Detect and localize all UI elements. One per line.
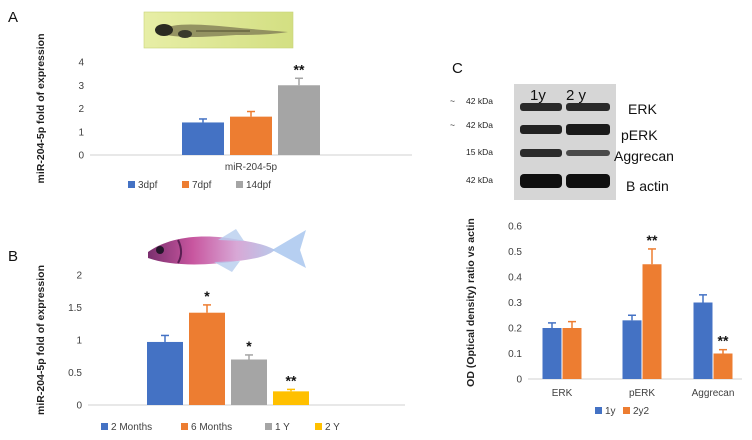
blot-band — [566, 174, 610, 188]
significance-marker: ** — [647, 232, 658, 248]
legend-label: 2 Y — [325, 422, 340, 433]
blot-lane-label: 2 y — [566, 87, 587, 104]
y-tick-label: 1 — [78, 127, 84, 138]
x-tick-label: pERK — [629, 388, 655, 399]
legend-swatch — [265, 423, 272, 430]
y-tick-label: 0.6 — [508, 222, 522, 233]
significance-marker: ** — [286, 372, 297, 388]
y-tick-label: 0.1 — [508, 349, 522, 360]
blot-band — [566, 124, 610, 135]
significance-marker: ** — [294, 61, 305, 77]
legend-label: 2y2 — [633, 406, 650, 417]
legend-swatch — [182, 181, 189, 188]
y-tick-label: 2 — [76, 271, 82, 282]
y-tick-label: 0.5 — [508, 247, 522, 258]
bar — [278, 85, 320, 155]
blot-size-label: 42 kDa — [466, 96, 493, 106]
bar — [231, 359, 267, 405]
legend-swatch — [623, 407, 630, 414]
y-axis-title: miR-204-5p fold of expression — [35, 34, 47, 184]
panel-label-a: A — [8, 9, 18, 26]
bar — [542, 328, 562, 379]
legend-swatch — [595, 407, 602, 414]
legend-label: 2 Months — [111, 422, 152, 433]
legend-swatch — [315, 423, 322, 430]
bar — [622, 320, 642, 379]
blot-lane-label: 1y — [530, 87, 546, 104]
blot-protein-label: Aggrecan — [614, 148, 674, 164]
significance-marker: * — [204, 288, 210, 304]
y-tick-label: 3 — [78, 81, 84, 92]
blot-size-tilde: ~ — [450, 120, 455, 130]
legend-swatch — [101, 423, 108, 430]
blot-band — [520, 174, 562, 188]
blot-protein-label: ERK — [628, 101, 657, 117]
y-axis-title: miR-204-5p fold of expression — [35, 265, 47, 415]
legend-swatch — [236, 181, 243, 188]
y-tick-label: 0.5 — [68, 368, 82, 379]
y-tick-label: 0.4 — [508, 273, 522, 284]
y-tick-label: 0.2 — [508, 324, 522, 335]
y-tick-label: 0 — [76, 401, 82, 412]
chart-c: 0 0.1 0.2 0.3 0.4 0.5 0.6 OD (Optical density) … — [465, 218, 742, 417]
y-tick-label: 0.3 — [508, 298, 522, 309]
y-tick-label: 4 — [78, 58, 84, 69]
significance-marker: * — [246, 338, 252, 354]
blot-protein-label: pERK — [621, 127, 658, 143]
blot-size-label: 42 kDa — [466, 175, 493, 185]
y-tick-label: 0 — [516, 375, 522, 386]
bar — [562, 328, 582, 379]
legend-label: 7dpf — [192, 180, 212, 191]
panel-label-c: C — [452, 60, 463, 77]
legend-label: 14dpf — [246, 180, 271, 191]
blot-band — [520, 103, 562, 111]
bar — [273, 391, 309, 405]
bar — [693, 302, 713, 379]
adult-zebrafish-image — [148, 229, 306, 272]
chart-a: 0 1 2 3 4 miR-204-5p fold of expression ** miR-… — [35, 34, 412, 191]
blot-band — [566, 103, 610, 111]
western-blot: 1y 2 y ~ 42 kDa ~ 42 kDa 15 kDa 42 kDa E… — [450, 84, 674, 200]
legend-swatch — [181, 423, 188, 430]
zebrafish-larva-image — [143, 11, 294, 49]
legend-label: 3dpf — [138, 180, 158, 191]
legend-label: 1y — [605, 406, 616, 417]
legend-swatch — [128, 181, 135, 188]
panel-label-b: B — [8, 248, 18, 265]
blot-size-label: 15 kDa — [466, 147, 493, 157]
y-tick-label: 2 — [78, 104, 84, 115]
legend-label: 6 Months — [191, 422, 232, 433]
bar — [147, 341, 183, 405]
y-tick-label: 1 — [76, 336, 82, 347]
blot-size-label: 42 kDa — [466, 120, 493, 130]
x-tick-label: miR-204-5p — [225, 162, 278, 173]
x-tick-label: ERK — [552, 388, 573, 399]
bar — [713, 353, 733, 379]
x-tick-label: Aggrecan — [692, 388, 735, 399]
legend-label: 1 Y — [275, 422, 290, 433]
significance-marker: ** — [718, 333, 729, 349]
blot-band — [520, 125, 562, 134]
bar — [182, 122, 224, 155]
blot-protein-label: B actin — [626, 178, 669, 194]
bar — [189, 312, 225, 405]
blot-band — [566, 150, 610, 156]
blot-size-tilde: ~ — [450, 96, 455, 106]
bar — [642, 264, 662, 379]
y-tick-label: 1.5 — [68, 303, 82, 314]
blot-band — [520, 149, 562, 157]
y-axis-title: OD (Optical density) ratio vs actin — [465, 218, 477, 387]
bar — [230, 116, 272, 155]
y-tick-label: 0 — [78, 151, 84, 162]
